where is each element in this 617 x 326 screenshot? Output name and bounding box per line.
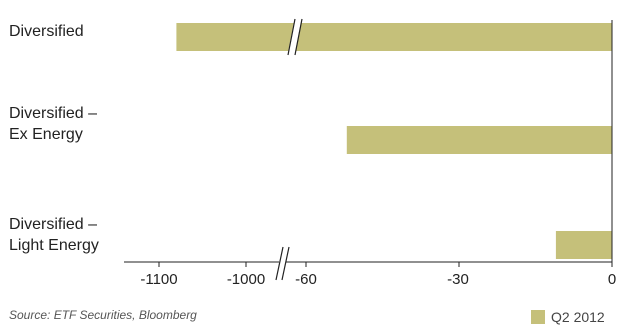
legend-label: Q2 2012	[551, 309, 605, 325]
bar-2	[555, 231, 612, 259]
legend-swatch	[531, 310, 545, 324]
category-label-ex-energy: Diversified – Ex Energy	[9, 105, 98, 143]
bar-1	[346, 126, 612, 154]
x-tick-label-minus-30: -30	[447, 271, 469, 288]
bar-break-gap	[287, 18, 302, 56]
category-label-light-energy: Diversified – Light Energy	[9, 216, 99, 254]
bar-0	[176, 23, 612, 51]
legend: Q2 2012	[531, 309, 605, 325]
x-axis-break-mark-left	[275, 246, 284, 281]
bar-break-mark-left	[287, 18, 296, 56]
category-label-diversified: Diversified	[9, 23, 84, 40]
x-tick-label-zero: 0	[607, 271, 617, 288]
source-note: Source: ETF Securities, Bloomberg	[9, 308, 197, 322]
x-axis-break-gap	[279, 259, 286, 265]
bar-break-mark-right	[294, 18, 303, 56]
x-tick-label-minus-60: -60	[295, 271, 317, 288]
x-tick-label-minus-1100: -1100	[140, 271, 178, 288]
x-axis-break-mark-right	[281, 246, 290, 281]
x-tick-label-minus-1000: -1000	[226, 271, 266, 288]
